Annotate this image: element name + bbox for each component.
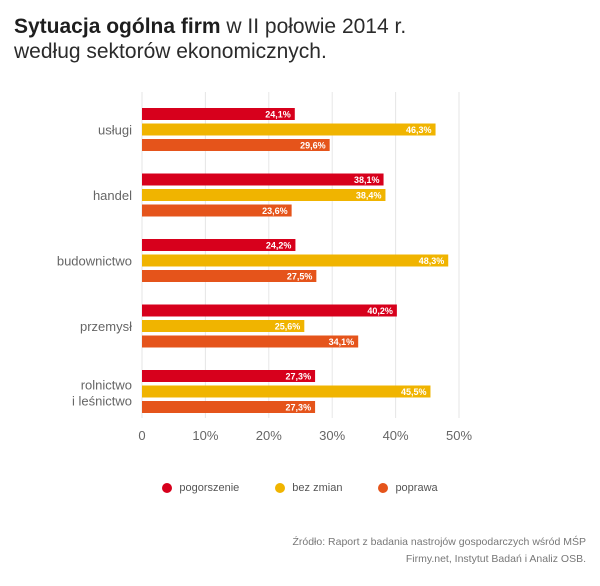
legend-dot-icon (162, 483, 173, 493)
bar-bez-zmian (142, 123, 436, 136)
bar-pogorszenie (142, 370, 316, 382)
bar-value-label: 48,3% (419, 256, 445, 266)
legend-dot-icon (275, 483, 286, 493)
bar-chart: 0 10% 20% 30% 40% 50% 24,1% 46,3% 29,6% usługi 38,… (57, 92, 472, 443)
bar-value-label: 27,3% (286, 372, 312, 382)
bar-poprawa (142, 139, 330, 151)
bar-pogorszenie (142, 108, 295, 120)
x-tick-label: 0 (138, 428, 145, 443)
bar-bez-zmian (142, 320, 305, 332)
source-note: Źródło: Raport z badania nastrojów gospo… (166, 534, 586, 568)
bar-value-label: 27,5% (287, 272, 313, 282)
source-line1: Źródło: Raport z badania nastrojów gospo… (292, 536, 586, 548)
x-tick-label: 50% (446, 428, 472, 443)
title-bold: Sytuacja ogólna firm (14, 15, 221, 38)
bar-value-label: 24,2% (266, 241, 292, 251)
x-tick-label: 20% (256, 428, 282, 443)
legend-label: bez zmian (292, 482, 343, 494)
title-line2: według sektorów ekonomicznych. (14, 40, 327, 63)
category-label: przemysł (80, 319, 132, 334)
bar-poprawa (142, 204, 292, 217)
category-label: handel (93, 188, 132, 203)
bar-pogorszenie (142, 304, 397, 317)
chart-title: Sytuacja ogólna firm w II połowie 2014 r… (14, 14, 574, 64)
legend-dot-icon (378, 483, 389, 493)
bar-value-label: 38,4% (356, 191, 382, 201)
bar-value-label: 45,5% (401, 387, 427, 397)
bar-bez-zmian (142, 189, 386, 201)
bar-poprawa (142, 401, 316, 413)
x-tick-label: 40% (383, 428, 409, 443)
x-tick-label: 10% (192, 428, 218, 443)
bar-value-label: 29,6% (300, 141, 326, 151)
bar-poprawa (142, 335, 359, 348)
bar-value-label: 23,6% (262, 206, 288, 216)
bar-poprawa (142, 270, 317, 282)
bar-value-label: 40,2% (367, 306, 393, 316)
legend-label: poprawa (395, 482, 438, 494)
category-label: usługi (98, 123, 132, 138)
bar-bez-zmian (142, 254, 449, 267)
bar-value-label: 25,6% (275, 322, 301, 332)
x-tick-label: 30% (319, 428, 345, 443)
title-rest: w II połowie 2014 r. (226, 15, 407, 38)
legend-item-pogorszenie[interactable]: pogorszenie (162, 482, 239, 494)
legend-item-bez-zmian[interactable]: bez zmian (275, 482, 342, 494)
category-label: rolnictwo (81, 378, 132, 393)
bar-pogorszenie (142, 239, 296, 251)
bar-value-label: 38,1% (354, 175, 380, 185)
legend-label: pogorszenie (179, 482, 240, 494)
bar-value-label: 24,1% (265, 110, 291, 120)
bar-value-label: 46,3% (406, 125, 432, 135)
source-line2: Firmy.net, Instytut Badań i Analiz OSB. (405, 553, 586, 565)
bar-value-label: 27,3% (286, 403, 312, 413)
bar-pogorszenie (142, 173, 384, 186)
legend: pogorszenie bez zmian poprawa (0, 482, 600, 494)
category-label: i leśnictwo (72, 394, 132, 409)
bar-bez-zmian (142, 385, 431, 398)
legend-item-poprawa[interactable]: poprawa (378, 482, 438, 494)
category-label: budownictwo (57, 254, 132, 269)
bar-value-label: 34,1% (329, 337, 355, 347)
